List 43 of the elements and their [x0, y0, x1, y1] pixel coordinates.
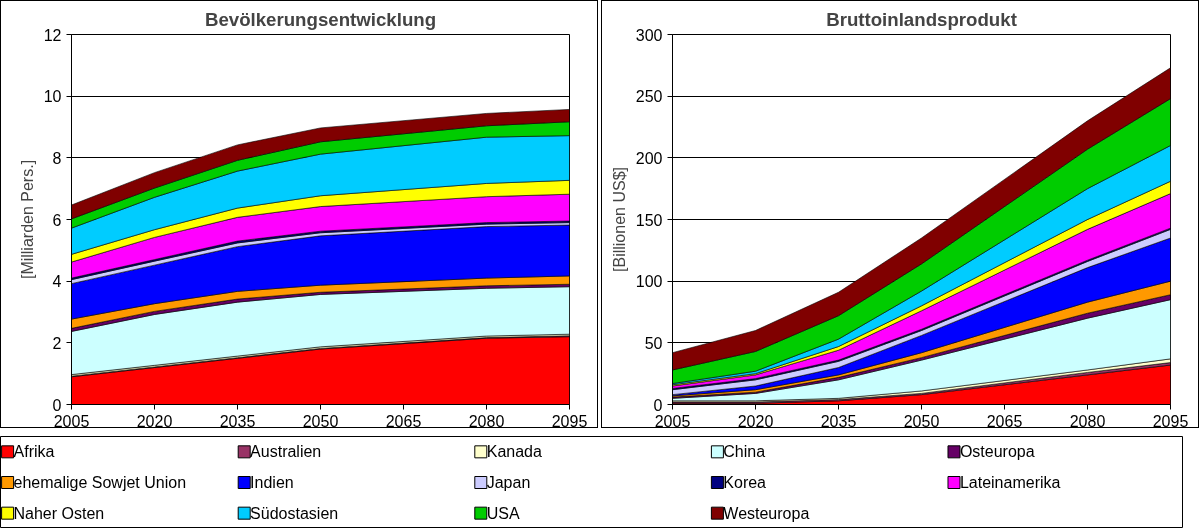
y-tick-label: 12 [43, 26, 62, 44]
y-tick-label: 0 [653, 396, 663, 414]
y-tick-label: 250 [635, 88, 663, 106]
x-tick-label: 2020 [737, 412, 774, 430]
y-tick-label: 2 [52, 334, 62, 352]
legend-label: Lateinamerika [959, 474, 1061, 491]
legend-label: USA [486, 504, 520, 522]
x-tick-label: 2005 [53, 412, 90, 430]
legend-label: ehemalige Sowjet Union [13, 474, 187, 491]
y-axis-title: [Milliarden Pers.] [18, 159, 36, 280]
x-tick-label: 2050 [903, 412, 940, 430]
x-tick-label: 2020 [136, 412, 173, 430]
legend-label: Korea [723, 474, 767, 491]
x-tick-label: 2095 [1152, 412, 1189, 430]
y-tick-label: 0 [52, 396, 62, 414]
chart-title: Bevölkerungsentwicklung [204, 8, 437, 30]
x-tick-label: 2080 [468, 412, 505, 430]
legend-label: Indien [250, 474, 294, 491]
y-tick-label: 100 [635, 273, 663, 291]
y-tick-label: 300 [635, 26, 663, 44]
y-axis-title: [Billionen US$] [610, 167, 628, 272]
x-tick-label: 2095 [551, 412, 588, 430]
y-tick-label: 200 [635, 149, 663, 167]
legend-label: Naher Osten [13, 504, 105, 522]
x-tick-label: 2080 [1069, 412, 1106, 430]
y-tick-label: 10 [43, 88, 62, 106]
y-tick-label: 150 [635, 211, 663, 229]
y-tick-label: 8 [52, 149, 62, 167]
legend-label: Osteuropa [959, 443, 1035, 461]
legend-label: Kanada [486, 443, 542, 461]
legend-label: Japan [486, 474, 531, 491]
x-tick-label: 2005 [654, 412, 691, 430]
y-tick-label: 50 [644, 334, 663, 352]
legend-label: Südostasien [250, 504, 339, 522]
x-tick-label: 2035 [219, 412, 256, 430]
legend-label: China [723, 443, 766, 461]
x-tick-label: 2065 [986, 412, 1023, 430]
x-tick-label: 2065 [385, 412, 422, 430]
y-tick-label: 6 [52, 211, 62, 229]
y-tick-label: 4 [52, 273, 62, 291]
x-tick-label: 2050 [302, 412, 339, 430]
chart-title: Bruttoinlandsprodukt [826, 8, 1017, 30]
x-tick-label: 2035 [820, 412, 857, 430]
